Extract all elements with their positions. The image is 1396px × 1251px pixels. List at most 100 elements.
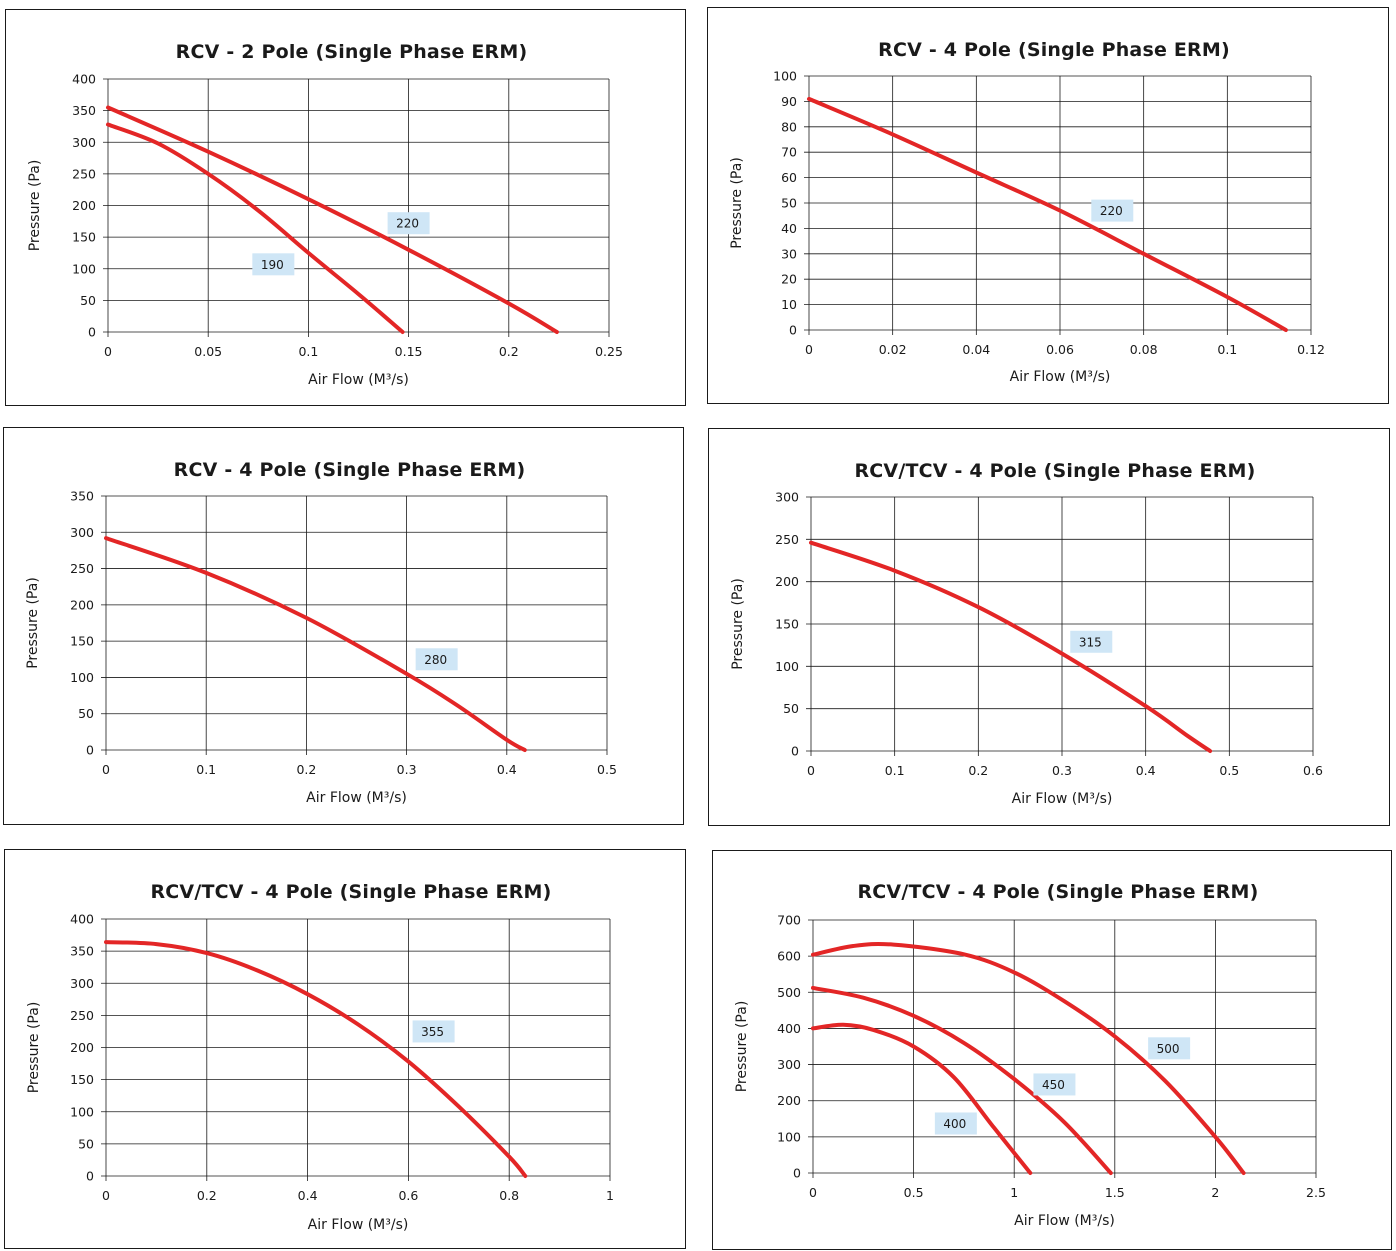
x-tick-label: 0.4 (1136, 763, 1156, 778)
y-tick-label: 350 (70, 489, 94, 504)
series-line-220 (807, 96, 1288, 332)
y-tick-label: 300 (70, 976, 94, 991)
x-axis-title: Air Flow (M³/s) (1012, 791, 1113, 807)
series-line-190 (106, 122, 405, 334)
chart-panel-3: RCV - 4 Pole (Single Phase ERM) 0 0.1 0.2 0.… (3, 427, 684, 825)
y-axis-title: Pressure (Pa) (730, 578, 746, 670)
x-tick-label: 0.05 (194, 344, 222, 359)
y-tick-label: 10 (781, 297, 797, 312)
y-tick-label: 300 (775, 490, 799, 505)
x-tick-label: 0.2 (499, 344, 519, 359)
x-tick-label: 0.8 (499, 1188, 519, 1203)
series-line-355 (104, 940, 528, 1178)
x-tick-label: 0.5 (597, 762, 617, 777)
x-tick-label: 1 (1010, 1185, 1018, 1200)
y-tick-label: 0 (86, 1169, 94, 1184)
x-tick-label: 0.2 (197, 1188, 217, 1203)
x-tick-label: 0.6 (1303, 763, 1323, 778)
x-tick-label: 0.15 (395, 344, 423, 359)
x-tick-label: 0.6 (398, 1188, 418, 1203)
chart-panel-2: RCV - 4 Pole (Single Phase ERM) 0 0.02 0.04… (707, 7, 1389, 404)
x-tick-label: 0 (104, 344, 112, 359)
y-tick-label: 50 (78, 1136, 94, 1151)
x-tick-label: 0.2 (296, 762, 316, 777)
y-tick-label: 70 (781, 145, 797, 160)
chart-panel-4: RCV/TCV - 4 Pole (Single Phase ERM) 0 0.1 0… (708, 428, 1390, 826)
y-tick-label: 500 (777, 985, 801, 1000)
y-tick-label: 150 (70, 1072, 94, 1087)
series-label-box (252, 253, 295, 276)
x-tick-label: 1 (606, 1188, 614, 1203)
x-tick-label: 0.2 (968, 763, 988, 778)
x-axis-title: Air Flow (M³/s) (306, 790, 407, 806)
y-tick-label: 600 (777, 949, 801, 964)
series-label: 500 (1157, 1042, 1180, 1056)
x-tick-label: 0.3 (1052, 763, 1072, 778)
x-tick-label: 0.1 (1217, 342, 1237, 357)
y-tick-label: 100 (777, 1129, 801, 1144)
y-tick-label: 150 (775, 617, 799, 632)
y-tick-label: 100 (773, 69, 797, 84)
chart-title: RCV - 2 Pole (Single Phase ERM) (176, 41, 528, 63)
y-tick-label: 250 (72, 166, 96, 181)
chart-svg-5: RCV/TCV - 4 Pole (Single Phase ERM) 0 0.2 0… (26, 881, 614, 1233)
x-axis-title: Air Flow (M³/s) (1014, 1213, 1115, 1229)
y-tick-label: 100 (70, 1104, 94, 1119)
y-tick-label: 0 (789, 323, 797, 338)
y-tick-label: 700 (777, 913, 801, 928)
y-axis-title: Pressure (Pa) (729, 157, 745, 249)
x-tick-label: 0 (805, 342, 813, 357)
series-label-box (415, 648, 458, 671)
y-tick-label: 300 (777, 1057, 801, 1072)
x-tick-label: 0 (809, 1185, 817, 1200)
y-tick-label: 200 (777, 1093, 801, 1108)
chart-title: RCV/TCV - 4 Pole (Single Phase ERM) (854, 460, 1255, 482)
y-tick-label: 50 (78, 706, 94, 721)
y-tick-label: 200 (70, 1040, 94, 1055)
chart-svg-6: RCV/TCV - 4 Pole (Single Phase ERM) 0 0.5 1… (734, 881, 1326, 1229)
y-tick-label: 400 (777, 1021, 801, 1036)
series-label: 450 (1042, 1078, 1065, 1092)
y-tick-label: 50 (783, 701, 799, 716)
x-tick-label: 0.08 (1130, 342, 1158, 357)
x-tick-label: 0.1 (298, 344, 318, 359)
y-tick-label: 30 (781, 246, 797, 261)
x-tick-label: 0 (102, 762, 110, 777)
x-axis-title: Air Flow (M³/s) (308, 1217, 409, 1233)
series-label: 220 (1100, 204, 1123, 218)
x-tick-label: 0.04 (962, 342, 990, 357)
y-tick-label: 400 (70, 912, 94, 927)
y-axis-title: Pressure (Pa) (27, 160, 43, 252)
y-tick-label: 0 (86, 743, 94, 758)
series-label: 400 (943, 1117, 966, 1131)
series-label-box (1070, 630, 1113, 653)
x-axis-title: Air Flow (M³/s) (308, 372, 409, 388)
series-label-box (1091, 199, 1134, 222)
series-label: 315 (1079, 635, 1102, 649)
x-tick-label: 1.5 (1105, 1185, 1125, 1200)
y-tick-label: 200 (70, 597, 94, 612)
y-tick-label: 60 (781, 170, 797, 185)
series-label-box (1033, 1073, 1076, 1096)
y-tick-label: 80 (781, 119, 797, 134)
y-tick-label: 20 (781, 272, 797, 287)
y-tick-label: 0 (88, 325, 96, 340)
x-tick-label: 0.5 (904, 1185, 924, 1200)
x-tick-label: 0.1 (885, 763, 905, 778)
chart-svg-1: RCV - 2 Pole (Single Phase ERM) 0 0.05 0.1 0… (27, 41, 623, 388)
chart-panel-1: RCV - 2 Pole (Single Phase ERM) 0 0.05 0.1 0… (5, 9, 686, 406)
y-tick-label: 50 (80, 293, 96, 308)
x-tick-label: 0 (807, 763, 815, 778)
chart-title: RCV - 4 Pole (Single Phase ERM) (174, 459, 526, 481)
series-line-400 (811, 1022, 1033, 1175)
y-tick-label: 250 (70, 561, 94, 576)
chart-title: RCV/TCV - 4 Pole (Single Phase ERM) (857, 881, 1258, 903)
y-tick-label: 100 (72, 261, 96, 276)
series-line-315 (809, 540, 1213, 753)
y-tick-label: 100 (775, 659, 799, 674)
y-tick-label: 200 (72, 198, 96, 213)
series-line-280 (104, 536, 527, 752)
series-label-box (412, 1020, 455, 1043)
chart-svg-2: RCV - 4 Pole (Single Phase ERM) 0 0.02 0.04… (729, 39, 1325, 385)
chart-title: RCV/TCV - 4 Pole (Single Phase ERM) (150, 881, 551, 903)
